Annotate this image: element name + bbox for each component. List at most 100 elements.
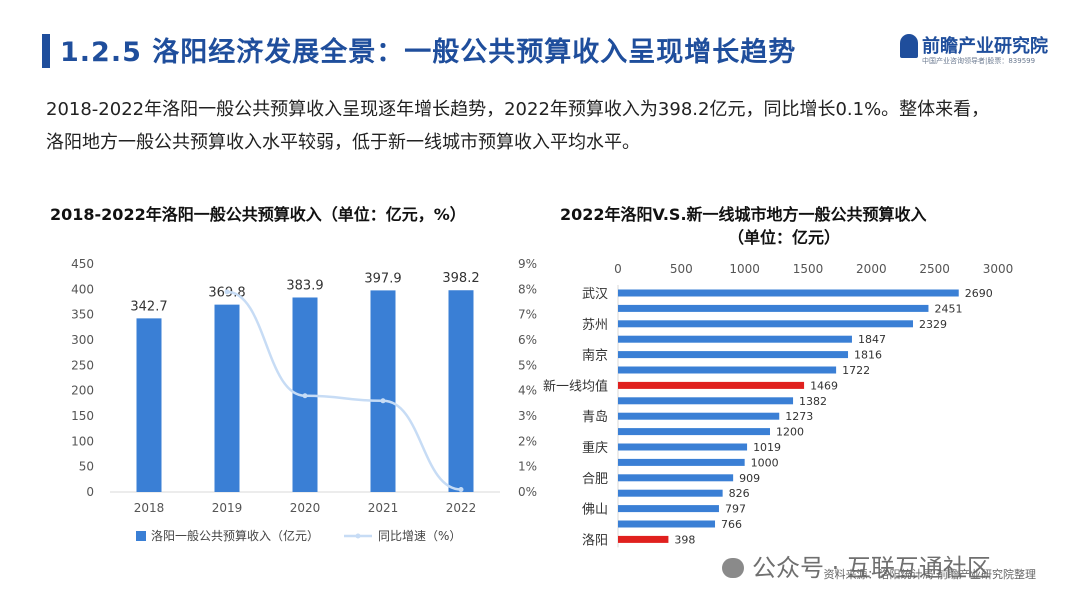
bar-value-label: 909	[739, 472, 760, 485]
title-accent-bar	[42, 34, 50, 68]
bar-value-label: 398.2	[442, 271, 479, 286]
revenue-bar	[136, 318, 162, 492]
legend-line-marker	[355, 533, 361, 539]
logo-text: 前瞻产业研究院	[922, 36, 1048, 57]
y2-tick-label: 0%	[518, 485, 537, 499]
city-bar	[618, 335, 852, 343]
y-tick-label: 150	[71, 409, 94, 423]
city-bar	[618, 520, 716, 528]
x-tick-label: 2000	[856, 262, 887, 276]
highlight-city-bar	[618, 381, 805, 389]
x-tick-label: 2019	[212, 501, 243, 515]
bar-value-label: 1000	[751, 456, 779, 469]
growth-rate-point	[224, 289, 230, 295]
growth-rate-line	[226, 290, 462, 491]
y2-tick-label: 1%	[518, 460, 537, 474]
bar-value-label: 1816	[854, 349, 882, 362]
city-label: 佛山	[582, 503, 608, 518]
wechat-watermark: 公众号 · 互联互通社区	[722, 548, 991, 583]
right-chart-unit: （单位：亿元）	[728, 228, 841, 247]
city-label: 洛阳	[582, 533, 608, 548]
x-tick-label: 1500	[793, 262, 824, 276]
x-tick-label: 2500	[919, 262, 950, 276]
city-bar	[618, 412, 780, 420]
city-label: 南京	[582, 348, 608, 364]
logo-subtext: 中国产业咨询领导者|股票：839599	[922, 57, 1036, 65]
city-bar	[618, 397, 794, 405]
left-chart: 0 50 100 150 200 250 300 350 400 450 0% 1% 2% 3% 4% 5% 6…	[71, 257, 537, 543]
city-label: 重庆	[582, 440, 608, 456]
bar-value-label: 1847	[858, 333, 886, 346]
city-bar	[618, 428, 770, 436]
bar-value-label: 1469	[810, 379, 838, 392]
x-tick-label: 3000	[983, 262, 1014, 276]
page-title: 1.2.5 洛阳经济发展全景：一般公共预算收入呈现增长趋势	[60, 37, 797, 68]
right-chart-title: 2022年洛阳V.S.新一线城市地方一般公共预算收入	[560, 205, 927, 224]
watermark-text: 公众号 · 互联互通社区	[752, 554, 991, 582]
highlight-city-bar	[618, 535, 669, 543]
x-tick-label: 2020	[290, 501, 321, 515]
city-bar	[618, 458, 745, 466]
y2-tick-label: 5%	[518, 358, 537, 372]
description-text: 2018-2022年洛阳一般公共预算收入呈现逐年增长趋势，2022年预算收入为3…	[46, 99, 990, 153]
city-bar	[618, 443, 748, 451]
bar-value-label: 397.9	[364, 271, 401, 286]
y2-tick-label: 8%	[518, 282, 537, 296]
y-tick-label: 100	[71, 434, 94, 448]
city-bar	[618, 505, 719, 513]
y-tick-label: 350	[71, 308, 94, 322]
bar-value-label: 1019	[753, 441, 781, 454]
bar-value-label: 2451	[934, 302, 962, 315]
bar-value-label: 826	[729, 487, 750, 500]
brand-logo: 前瞻产业研究院 中国产业咨询领导者|股票：839599	[900, 32, 1060, 66]
revenue-bar	[370, 290, 396, 492]
city-bar	[618, 289, 959, 297]
bar-value-label: 1382	[799, 395, 827, 408]
legend-line-label: 同比增速（%）	[378, 529, 461, 543]
bar-value-label: 398	[674, 533, 695, 546]
city-label: 青岛	[582, 409, 608, 425]
y-tick-label: 250	[71, 358, 94, 372]
growth-rate-point	[380, 398, 386, 404]
legend-bar-label: 洛阳一般公共预算收入（亿元）	[151, 528, 319, 543]
revenue-bar	[448, 290, 474, 492]
growth-rate-point	[302, 393, 308, 399]
y-tick-label: 450	[71, 257, 94, 271]
city-bar	[618, 474, 734, 482]
y2-tick-label: 4%	[518, 384, 537, 398]
legend-bar-swatch	[136, 531, 146, 541]
y-tick-label: 0	[86, 485, 94, 499]
y-tick-label: 200	[71, 384, 94, 398]
x-tick-label: 500	[670, 262, 693, 276]
bar-value-label: 383.9	[286, 278, 323, 293]
y2-tick-label: 6%	[518, 333, 537, 347]
revenue-bar	[214, 304, 240, 492]
right-chart: 0 500 1000 1500 2000 2500 3000 2690 武汉 2451 2329 苏州…	[543, 262, 1014, 548]
bar-value-label: 1200	[776, 426, 804, 439]
bar-value-label: 797	[725, 503, 746, 516]
bar-value-label: 2329	[919, 318, 947, 331]
logo-mark-icon	[900, 34, 918, 58]
bar-value-label: 2690	[965, 287, 993, 300]
x-tick-label: 2018	[134, 501, 165, 515]
city-bar	[618, 351, 849, 359]
city-bar	[618, 320, 914, 328]
y-tick-label: 400	[71, 282, 94, 296]
x-tick-label: 0	[614, 262, 622, 276]
city-label: 武汉	[582, 287, 608, 302]
bar-value-label: 766	[721, 518, 742, 531]
left-chart-title: 2018-2022年洛阳一般公共预算收入（单位：亿元，%）	[50, 205, 466, 224]
y2-tick-label: 3%	[518, 409, 537, 423]
x-tick-label: 2022	[446, 501, 477, 515]
y2-tick-label: 7%	[518, 308, 537, 322]
city-bar	[618, 489, 723, 497]
wechat-icon	[722, 558, 744, 578]
x-tick-label: 1000	[729, 262, 760, 276]
y2-tick-label: 2%	[518, 434, 537, 448]
source-note: 资料来源：洛阳统计局 前瞻产业研究院整理	[823, 568, 1037, 581]
bar-value-label: 1722	[842, 364, 870, 377]
y-tick-label: 50	[79, 460, 94, 474]
bar-value-label: 342.7	[130, 299, 167, 314]
city-bar	[618, 366, 837, 374]
city-label: 苏州	[582, 317, 608, 333]
